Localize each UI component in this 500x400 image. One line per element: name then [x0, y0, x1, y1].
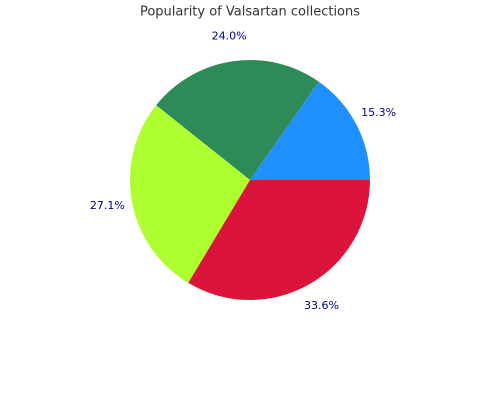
pie-slice: [156, 59, 319, 180]
slice-label: 15.3%: [361, 106, 396, 119]
slice-label: 33.6%: [304, 299, 339, 312]
chart-title: Popularity of Valsartan collections: [140, 5, 360, 20]
pie-slice: [188, 180, 370, 300]
pie-slice: [130, 105, 250, 283]
pie-slice: [250, 81, 370, 180]
slice-label: 24.0%: [212, 30, 247, 43]
slice-label: 27.1%: [90, 199, 125, 212]
